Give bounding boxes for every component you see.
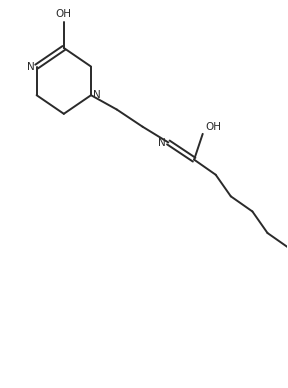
Text: N: N <box>158 138 166 148</box>
Text: N: N <box>26 62 34 71</box>
Text: OH: OH <box>56 9 72 19</box>
Text: OH: OH <box>205 121 221 132</box>
Text: N: N <box>93 90 101 100</box>
